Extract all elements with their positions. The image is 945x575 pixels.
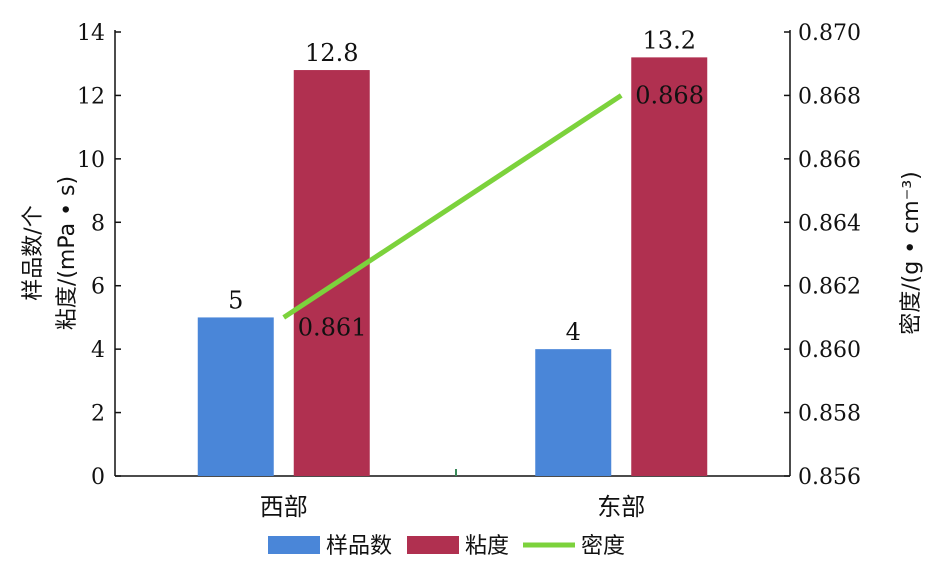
right-tick-label: 0.862 bbox=[798, 275, 861, 300]
left-tick-label: 8 bbox=[91, 211, 105, 236]
category-labels: 西部 东部 bbox=[260, 493, 646, 521]
bar-样品数-西部 bbox=[197, 317, 274, 476]
left-tick-label: 6 bbox=[91, 275, 105, 300]
bars bbox=[197, 57, 708, 477]
right-tick-label: 0.870 bbox=[798, 21, 861, 46]
bar-样品数-东部 bbox=[535, 349, 612, 476]
y2-axis-title: 密度/(g • cm⁻³) bbox=[899, 171, 924, 334]
bar-data-label: 12.8 bbox=[305, 39, 358, 67]
bar-data-label: 4 bbox=[566, 318, 581, 346]
density-data-label: 0.861 bbox=[298, 313, 367, 341]
left-tick-label: 4 bbox=[91, 338, 105, 363]
right-tick-label: 0.868 bbox=[798, 84, 861, 109]
legend-label: 样品数 bbox=[326, 534, 392, 559]
left-tick-label: 12 bbox=[77, 84, 105, 109]
density-line bbox=[282, 93, 623, 320]
category-label: 西部 bbox=[260, 493, 308, 521]
bar-粘度-西部 bbox=[293, 70, 370, 477]
category-label: 东部 bbox=[597, 493, 645, 521]
right-tick-label: 0.860 bbox=[798, 338, 861, 363]
right-tick-label: 0.866 bbox=[798, 148, 861, 173]
right-tick-label: 0.856 bbox=[798, 465, 861, 490]
density-data-label: 0.868 bbox=[635, 81, 704, 109]
legend-label: 粘度 bbox=[465, 534, 509, 559]
legend-swatch-样品数 bbox=[268, 536, 320, 554]
data-labels: 5 12.8 4 13.2 0.861 0.868 bbox=[228, 26, 704, 346]
legend: 样品数 粘度 密度 bbox=[268, 534, 625, 559]
bar-data-label: 5 bbox=[228, 286, 243, 314]
density-line-group bbox=[282, 93, 623, 320]
y-axis-title-line2: 粘度/(mPa • s) bbox=[55, 176, 80, 330]
right-axis-ticks: 0.856 0.858 0.860 0.862 0.864 0.866 0.868 0.870 bbox=[784, 21, 861, 490]
legend-swatch-粘度 bbox=[407, 536, 459, 554]
left-tick-label: 0 bbox=[91, 465, 105, 490]
bar-粘度-东部 bbox=[631, 57, 708, 476]
left-tick-label: 14 bbox=[77, 21, 105, 46]
legend-label: 密度 bbox=[581, 534, 625, 559]
left-tick-label: 2 bbox=[91, 402, 105, 427]
right-tick-label: 0.858 bbox=[798, 402, 861, 427]
left-axis-ticks: 0 2 4 6 8 10 12 14 bbox=[77, 21, 121, 490]
y-axis-title-line1: 样品数/个 bbox=[21, 205, 46, 300]
bar-data-label: 13.2 bbox=[643, 26, 696, 54]
right-tick-label: 0.864 bbox=[798, 211, 861, 236]
left-tick-label: 10 bbox=[77, 148, 105, 173]
y-axis-title: 样品数/个 粘度/(mPa • s) bbox=[21, 176, 80, 330]
